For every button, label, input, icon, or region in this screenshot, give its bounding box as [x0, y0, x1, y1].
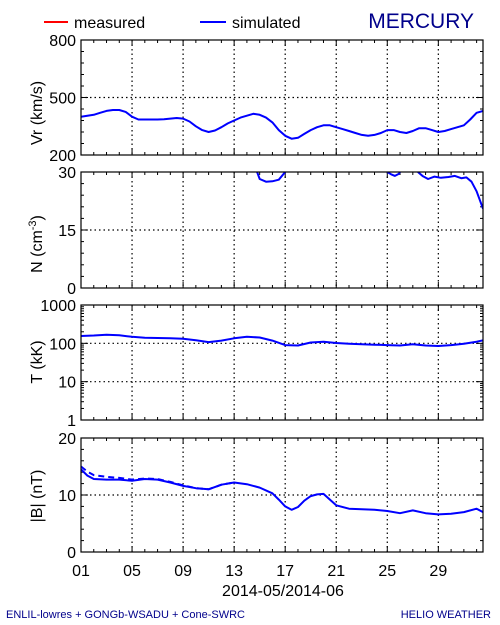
simulated-line: [81, 468, 483, 516]
panel-frame: [80, 437, 484, 553]
legend-measured-label: measured: [74, 15, 145, 32]
x-tick-label: 29: [429, 563, 447, 580]
y-tick-label: 10: [58, 488, 76, 505]
y-tick-label: 200: [49, 148, 76, 165]
x-tick-label: 05: [123, 563, 141, 580]
y-tick-label: 30: [58, 165, 76, 182]
panel-frame: [80, 39, 484, 156]
x-tick-label: 01: [72, 563, 90, 580]
footer-model-info: ENLIL-lowres + GONGb-WSADU + Cone-SWRC: [6, 609, 245, 621]
y-tick-label: 0: [67, 281, 76, 298]
y-tick-label: 10: [58, 375, 76, 392]
panel-temperature: 1 10 100 1000: [40, 298, 484, 430]
y-tick-label: 1000: [40, 298, 76, 315]
x-tick-label: 21: [327, 563, 345, 580]
x-tick-label: 13: [225, 563, 243, 580]
simulated-line: [81, 333, 483, 347]
y-tick-label: 1: [67, 413, 76, 430]
y-tick-label: 15: [58, 223, 76, 240]
legend: measured simulated: [44, 15, 300, 32]
x-axis-label: 2014-05/2014-06: [222, 583, 344, 600]
y-tick-label: 0: [67, 545, 76, 562]
y-tick-label: 500: [49, 91, 76, 108]
footer-brand: HELIO WEATHER: [401, 609, 491, 621]
panel-density: 0 15 30: [58, 165, 484, 298]
panel-magnetic-field: 0 10 20: [58, 431, 484, 562]
ylabel-velocity: Vr (km/s): [29, 81, 46, 145]
y-tick-label: 20: [58, 431, 76, 448]
planet-title: MERCURY: [368, 10, 474, 33]
y-tick-label: 800: [49, 33, 76, 50]
panel-frame: [80, 304, 484, 421]
ylabel-density: N (cm-3): [27, 215, 46, 273]
y-tick-label: 100: [49, 336, 76, 353]
simulated-line: [256, 172, 286, 183]
ylabel-magnetic-field: |B| (nT): [29, 470, 46, 523]
ylabel-temperature: T (kK): [29, 340, 46, 383]
simulated-line: [386, 172, 401, 177]
legend-simulated-label: simulated: [232, 15, 300, 32]
panel-velocity: 200 500 800: [49, 33, 484, 165]
simulated-line: [417, 172, 483, 210]
x-tick-label: 25: [378, 563, 396, 580]
panel-frame: [80, 171, 484, 289]
x-tick-labels: 01 05 09 13 17 21 25 29: [72, 563, 447, 580]
simulated-dashed-line: [81, 465, 235, 491]
simulated-line: [81, 109, 483, 140]
x-tick-label: 17: [276, 563, 294, 580]
x-tick-label: 09: [174, 563, 192, 580]
